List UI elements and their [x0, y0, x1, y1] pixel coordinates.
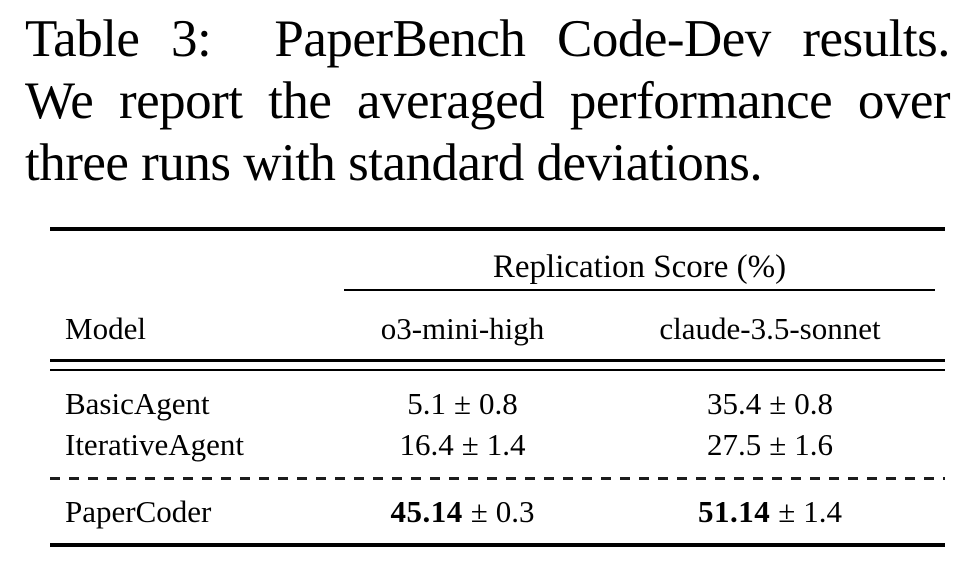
double-rule-line-top: [50, 359, 945, 362]
score-value: 5.1: [407, 385, 446, 421]
table-row-iterativeagent: IterativeAgent 16.4 ±1.4 27.5 ±1.6: [50, 424, 945, 465]
caption-line-3: three runs with standard deviations.: [25, 134, 763, 192]
plus-minus-sign: ±: [461, 426, 479, 462]
score-papercoder-claude: 51.14 ±1.4: [595, 493, 945, 531]
column-header-o3-mini-high: o3-mini-high: [380, 311, 545, 346]
column-header-model: Model: [65, 311, 146, 346]
score-basicagent-claude: 35.4 ±0.8: [595, 385, 945, 423]
table-top-rule: [50, 227, 945, 231]
table-caption: Table 3: PaperBench Code-Dev results. We…: [0, 0, 951, 194]
score-value-bold: 51.14: [697, 493, 771, 529]
score-iterativeagent-o3: 16.4 ±1.4: [330, 426, 595, 464]
score-stddev: 0.8: [794, 385, 833, 421]
group-header-underline: [344, 289, 935, 291]
plus-minus-sign: ±: [453, 385, 471, 421]
score-iterativeagent-claude: 27.5 ±1.6: [595, 426, 945, 464]
column-group-header-row: Replication Score (%): [50, 231, 945, 289]
column-header-claude-3-5-sonnet: claude-3.5-sonnet: [659, 311, 881, 346]
score-stddev: 1.4: [803, 493, 842, 529]
double-rule-gap: [50, 362, 945, 369]
score-papercoder-o3: 45.14 ±0.3: [330, 493, 595, 531]
score-value: 35.4: [706, 385, 762, 421]
plus-minus-sign: ±: [470, 493, 488, 529]
score-value-bold: 45.14: [390, 493, 463, 529]
results-table: Replication Score (%) Model o3-mini-high…: [50, 227, 945, 547]
table-header-row: Model o3-mini-high claude-3.5-sonnet: [50, 291, 945, 359]
table-row-basicagent: BasicAgent 5.1 ±0.8 35.4 ±0.8: [50, 383, 945, 424]
score-value: 16.4: [399, 426, 454, 462]
score-stddev: 1.4: [486, 426, 526, 462]
table-bottom-rule: [50, 543, 945, 547]
score-basicagent-o3: 5.1 ±0.8: [330, 385, 595, 423]
body-top-spacer: [50, 371, 945, 383]
table-row-papercoder: PaperCoder 45.14 ±0.3 51.14 ±1.4: [50, 480, 945, 543]
dashed-separator-rule: [50, 477, 945, 480]
double-rule-line-bottom: [50, 368, 945, 371]
model-name-papercoder: PaperCoder: [65, 493, 212, 529]
caption-line-1: Table 3: PaperBench Code-Dev results.: [25, 10, 951, 68]
header-double-rule: [50, 359, 945, 371]
plus-minus-sign: ±: [778, 493, 796, 529]
plus-minus-sign: ±: [769, 385, 787, 421]
score-value: 27.5: [706, 426, 762, 462]
plus-minus-sign: ±: [769, 426, 787, 462]
model-name-basicagent: BasicAgent: [65, 385, 210, 421]
model-name-iterativeagent: IterativeAgent: [65, 426, 245, 462]
score-stddev: 1.6: [794, 426, 833, 462]
score-stddev: 0.3: [495, 493, 535, 529]
caption-line-2: We report the averaged performance over: [25, 72, 951, 130]
dashed-rule-spacer: [50, 465, 945, 477]
column-group-header: Replication Score (%): [492, 249, 787, 285]
score-stddev: 0.8: [479, 385, 518, 421]
